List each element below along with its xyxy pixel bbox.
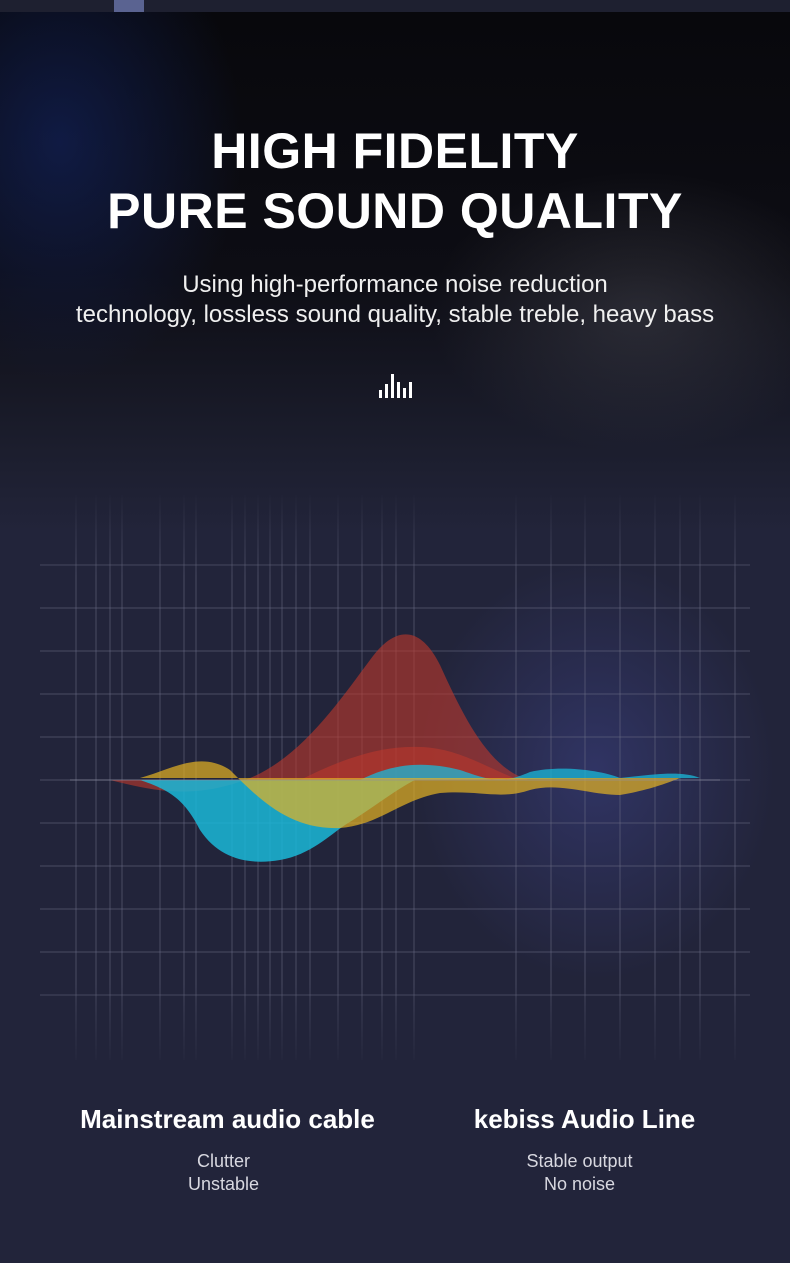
kebiss-line-point-2: No noise xyxy=(543,1174,616,1194)
yellow-wave xyxy=(140,761,680,829)
top-tab-marker xyxy=(114,0,144,12)
heading-line-1: HIGH FIDELITY xyxy=(211,123,579,179)
heading-line-2: PURE SOUND QUALITY xyxy=(107,183,683,239)
hero-background xyxy=(0,12,790,532)
top-bar xyxy=(0,0,790,12)
kebiss-line-title: kebiss Audio Line xyxy=(473,1104,696,1134)
waveform-visualization xyxy=(40,495,775,1060)
mainstream-cable-title: Mainstream audio cable xyxy=(80,1104,375,1134)
mainstream-cable-point-2: Unstable xyxy=(187,1174,260,1194)
subheading-line-2: technology, lossless sound quality, stab… xyxy=(75,301,715,328)
audio-bars-icon xyxy=(379,374,413,398)
cyan-wave-right xyxy=(360,764,700,780)
kebiss-line-point-1: Stable output xyxy=(526,1151,633,1171)
mainstream-cable-point-1: Clutter xyxy=(196,1151,250,1171)
subheading-line-1: Using high-performance noise reduction xyxy=(182,271,608,298)
